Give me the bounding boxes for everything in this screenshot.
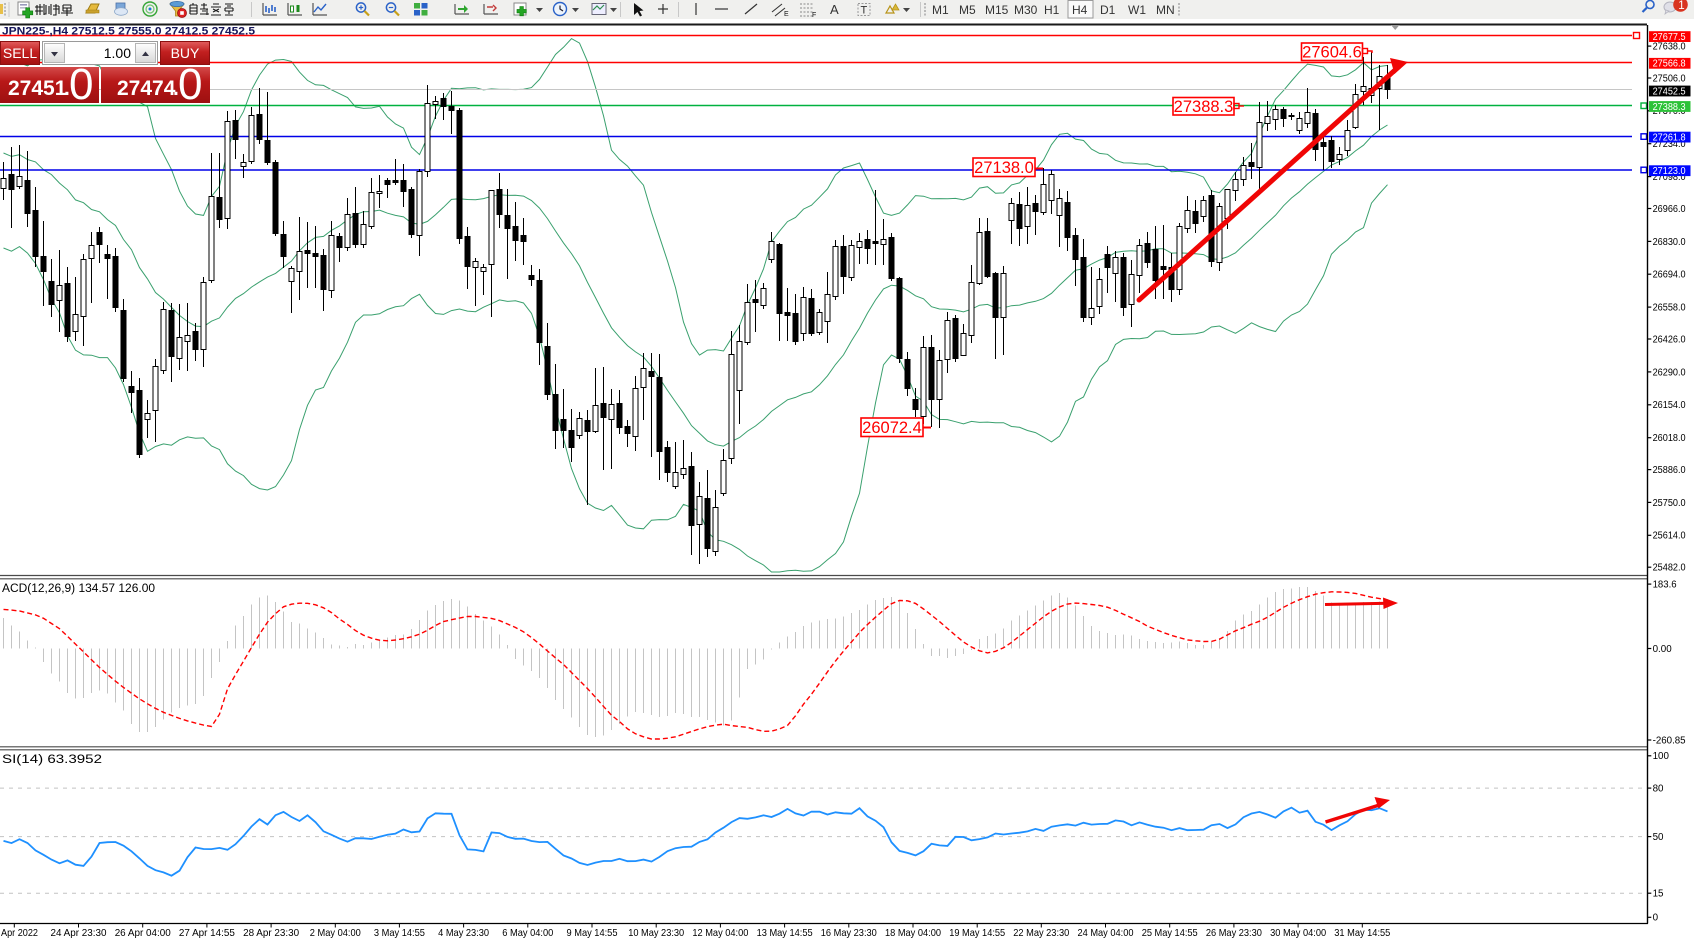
svg-text:26018.0: 26018.0 <box>1653 433 1687 444</box>
svg-text:F: F <box>812 12 816 19</box>
svg-text:28 Apr 23:30: 28 Apr 23:30 <box>243 928 299 939</box>
svg-text:4 May 23:30: 4 May 23:30 <box>438 928 489 939</box>
svg-text:15: 15 <box>1653 889 1664 900</box>
svg-text:26426.0: 26426.0 <box>1653 334 1687 345</box>
svg-text:18 May 04:00: 18 May 04:00 <box>885 928 941 939</box>
svg-text:2 May 04:00: 2 May 04:00 <box>310 928 361 939</box>
svg-text:183.6: 183.6 <box>1653 580 1678 591</box>
svg-text:26154.0: 26154.0 <box>1653 400 1687 411</box>
svg-text:100: 100 <box>1653 751 1670 762</box>
svg-text:10 May 23:30: 10 May 23:30 <box>628 928 684 939</box>
svg-text:27 Apr 14:55: 27 Apr 14:55 <box>179 928 235 939</box>
svg-text:25886.0: 25886.0 <box>1653 465 1687 476</box>
svg-text:27123.0: 27123.0 <box>1653 166 1687 177</box>
svg-text:26 Apr 04:00: 26 Apr 04:00 <box>115 928 171 939</box>
svg-text:SI(14) 63.3952: SI(14) 63.3952 <box>2 754 102 766</box>
svg-text:25614.0: 25614.0 <box>1653 531 1687 542</box>
svg-text:A: A <box>830 2 839 17</box>
svg-text:13 May 14:55: 13 May 14:55 <box>757 928 813 939</box>
svg-text:26072.4: 26072.4 <box>862 419 922 437</box>
svg-text:24 Apr 23:30: 24 Apr 23:30 <box>51 928 107 939</box>
svg-text:80: 80 <box>1653 784 1664 795</box>
svg-text:24 May 04:00: 24 May 04:00 <box>1078 928 1134 939</box>
svg-text:6 May 04:00: 6 May 04:00 <box>502 928 553 939</box>
svg-text:27261.8: 27261.8 <box>1653 133 1687 144</box>
svg-text:27388.3: 27388.3 <box>1653 102 1687 113</box>
svg-text:31 May 14:55: 31 May 14:55 <box>1334 928 1390 939</box>
svg-text:27234.0: 27234.0 <box>1653 139 1687 150</box>
svg-text:25482.0: 25482.0 <box>1653 563 1687 574</box>
svg-text:9 May 14:55: 9 May 14:55 <box>567 928 618 939</box>
svg-text:JPN225-,H4 27512.5 27555.0 27: JPN225-,H4 27512.5 27555.0 27412.5 27452… <box>2 26 255 38</box>
svg-text:27452.5: 27452.5 <box>1653 86 1687 97</box>
svg-text:12 May 04:00: 12 May 04:00 <box>692 928 748 939</box>
svg-text:50: 50 <box>1653 832 1664 843</box>
svg-text:27604.6: 27604.6 <box>1302 43 1362 61</box>
svg-text:22 May 23:30: 22 May 23:30 <box>1013 928 1069 939</box>
svg-text:0: 0 <box>1653 913 1659 924</box>
svg-text:26966.0: 26966.0 <box>1653 204 1687 215</box>
svg-text:-260.85: -260.85 <box>1653 735 1687 746</box>
svg-text:27098.0: 27098.0 <box>1653 172 1687 183</box>
svg-text:27566.8: 27566.8 <box>1653 59 1687 70</box>
svg-text:ACD(12,26,9) 134.57 126.00: ACD(12,26,9) 134.57 126.00 <box>2 583 155 595</box>
svg-text:3 May 14:55: 3 May 14:55 <box>374 928 425 939</box>
svg-text:26558.0: 26558.0 <box>1653 303 1687 314</box>
svg-text:27138.0: 27138.0 <box>974 159 1034 177</box>
svg-text:26694.0: 26694.0 <box>1653 270 1687 281</box>
svg-text:19 May 14:55: 19 May 14:55 <box>949 928 1005 939</box>
svg-text:T: T <box>861 5 868 17</box>
svg-text:E: E <box>784 11 789 18</box>
svg-text:27506.0: 27506.0 <box>1653 73 1687 84</box>
svg-text:27677.5: 27677.5 <box>1653 32 1687 43</box>
svg-text:25 May 14:55: 25 May 14:55 <box>1142 928 1198 939</box>
svg-text:26830.0: 26830.0 <box>1653 237 1687 248</box>
svg-text:27638.0: 27638.0 <box>1653 42 1687 53</box>
svg-text:25750.0: 25750.0 <box>1653 498 1687 509</box>
svg-text:16 May 23:30: 16 May 23:30 <box>821 928 877 939</box>
svg-text:0.00: 0.00 <box>1653 644 1673 655</box>
svg-text:27388.3: 27388.3 <box>1174 98 1234 116</box>
svg-text:30 May 04:00: 30 May 04:00 <box>1270 928 1326 939</box>
svg-text:26 May 23:30: 26 May 23:30 <box>1206 928 1262 939</box>
svg-text:1: 1 <box>1678 0 1684 12</box>
svg-text:Apr 2022: Apr 2022 <box>1 928 38 939</box>
svg-text:26290.0: 26290.0 <box>1653 367 1687 378</box>
